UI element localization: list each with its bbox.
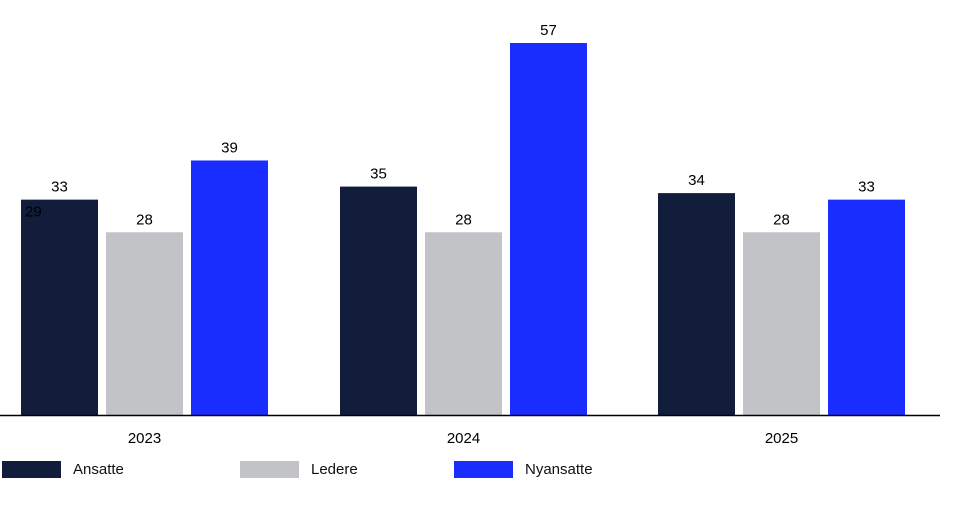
- bar-nyansatte-2025: [828, 199, 905, 415]
- legend-swatch-ansatte: [2, 461, 61, 478]
- x-axis-tick-labels: 2023 2024 2025: [128, 430, 798, 447]
- value-label-ledere-2025: 28: [773, 211, 790, 228]
- annotations-group: 29: [25, 204, 42, 221]
- value-label-ansatte-2024: 35: [370, 166, 387, 183]
- bar-nyansatte-2023: [191, 160, 268, 415]
- bar-ledere-2023: [106, 232, 183, 415]
- bar-ansatte-2024: [340, 186, 417, 415]
- bar-ansatte-2025: [658, 193, 735, 415]
- value-label-nyansatte-2024: 57: [540, 22, 557, 39]
- legend-swatch-ledere: [240, 461, 299, 478]
- legend-swatch-nyansatte: [454, 461, 513, 478]
- value-label-nyansatte-2025: 33: [858, 179, 875, 196]
- legend-item-ansatte: Ansatte: [2, 461, 124, 478]
- bars-group: [21, 43, 905, 415]
- legend: Ansatte Ledere Nyansatte: [0, 461, 963, 483]
- x-tick-label-2025: 2025: [765, 430, 798, 447]
- legend-item-nyansatte: Nyansatte: [454, 461, 593, 478]
- x-tick-label-2024: 2024: [447, 430, 480, 447]
- value-labels-group: 33 28 39 35 28 57 34 28 33: [51, 22, 875, 228]
- x-tick-label-2023: 2023: [128, 430, 161, 447]
- legend-label-ledere: Ledere: [311, 461, 358, 478]
- legend-label-ansatte: Ansatte: [73, 461, 124, 478]
- bar-ledere-2025: [743, 232, 820, 415]
- annotation-label-1: 29: [25, 204, 42, 221]
- legend-item-ledere: Ledere: [240, 461, 358, 478]
- value-label-ledere-2023: 28: [136, 211, 153, 228]
- legend-label-nyansatte: Nyansatte: [525, 461, 593, 478]
- value-label-ansatte-2023: 33: [51, 179, 68, 196]
- bar-nyansatte-2024: [510, 43, 587, 415]
- bar-ansatte-2023: [21, 199, 98, 415]
- bar-chart: 33 28 39 35 28 57 34 28 33 29 2023 2024 2025: [0, 22, 940, 447]
- value-label-ledere-2024: 28: [455, 211, 472, 228]
- value-label-nyansatte-2023: 39: [221, 139, 238, 156]
- bar-ledere-2024: [425, 232, 502, 415]
- value-label-ansatte-2025: 34: [688, 172, 705, 189]
